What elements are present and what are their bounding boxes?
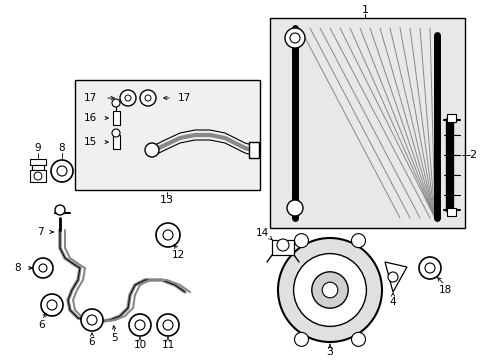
Bar xyxy=(269,18,464,228)
Circle shape xyxy=(112,99,120,107)
Text: 10: 10 xyxy=(133,340,146,350)
Circle shape xyxy=(145,95,151,101)
Circle shape xyxy=(39,264,47,272)
Circle shape xyxy=(145,143,159,157)
Circle shape xyxy=(57,166,67,176)
Circle shape xyxy=(294,332,308,346)
Circle shape xyxy=(51,160,73,182)
Circle shape xyxy=(112,129,120,137)
Circle shape xyxy=(311,272,347,308)
Bar xyxy=(30,159,46,165)
Circle shape xyxy=(163,320,173,330)
Circle shape xyxy=(135,320,145,330)
Circle shape xyxy=(285,28,305,48)
Text: 7: 7 xyxy=(37,227,43,237)
Circle shape xyxy=(120,90,136,106)
Circle shape xyxy=(129,314,151,336)
Text: 14: 14 xyxy=(255,228,268,238)
Circle shape xyxy=(47,300,57,310)
Circle shape xyxy=(33,258,53,278)
Text: 4: 4 xyxy=(389,297,395,307)
Text: 1: 1 xyxy=(361,5,368,15)
Circle shape xyxy=(276,239,288,251)
Text: 15: 15 xyxy=(83,137,97,147)
Text: 3: 3 xyxy=(326,347,333,357)
Bar xyxy=(113,135,120,149)
Circle shape xyxy=(34,172,42,180)
Circle shape xyxy=(140,90,156,106)
Circle shape xyxy=(286,200,303,216)
Text: 17: 17 xyxy=(177,93,190,103)
Circle shape xyxy=(157,314,179,336)
Circle shape xyxy=(278,238,381,342)
Circle shape xyxy=(41,294,63,316)
Bar xyxy=(75,80,260,190)
Text: 17: 17 xyxy=(83,93,97,103)
Circle shape xyxy=(322,282,337,298)
Bar xyxy=(446,208,455,216)
Circle shape xyxy=(351,234,365,248)
Circle shape xyxy=(387,272,397,282)
Text: 9: 9 xyxy=(35,143,41,153)
Circle shape xyxy=(87,315,97,325)
Text: 2: 2 xyxy=(468,150,476,160)
Polygon shape xyxy=(384,262,406,292)
Text: 6: 6 xyxy=(39,320,45,330)
Bar xyxy=(271,240,293,255)
Text: 16: 16 xyxy=(83,113,97,123)
Circle shape xyxy=(81,309,103,331)
Circle shape xyxy=(424,263,434,273)
Text: 8: 8 xyxy=(59,143,65,153)
Text: 8: 8 xyxy=(15,263,21,273)
Text: 13: 13 xyxy=(160,195,174,205)
Text: 6: 6 xyxy=(88,337,95,347)
Circle shape xyxy=(289,33,299,43)
Text: 5: 5 xyxy=(111,333,118,343)
Circle shape xyxy=(163,230,173,240)
Text: 18: 18 xyxy=(437,285,451,295)
Circle shape xyxy=(125,95,131,101)
Text: 11: 11 xyxy=(161,340,174,350)
Circle shape xyxy=(156,223,180,247)
Bar xyxy=(446,114,455,122)
Bar xyxy=(30,170,46,182)
Text: 12: 12 xyxy=(171,250,184,260)
Circle shape xyxy=(55,205,65,215)
Circle shape xyxy=(294,234,308,248)
Bar xyxy=(32,165,44,170)
Circle shape xyxy=(418,257,440,279)
Bar xyxy=(248,142,259,158)
Bar xyxy=(113,111,120,125)
Circle shape xyxy=(293,253,366,327)
Circle shape xyxy=(351,332,365,346)
